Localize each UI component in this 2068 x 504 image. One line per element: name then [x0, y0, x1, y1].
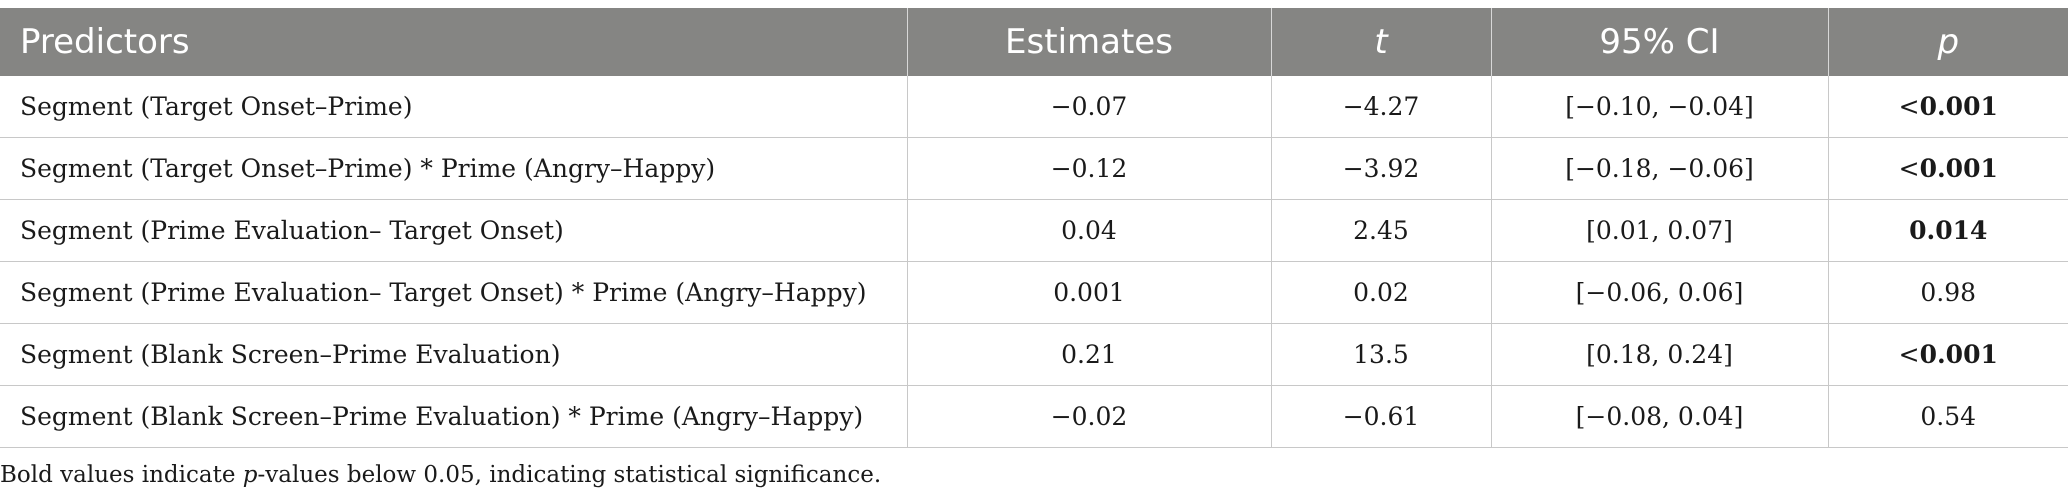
header-ci: 95% CI — [1491, 8, 1829, 76]
table-row: Segment (Prime Evaluation– Target Onset)… — [0, 199, 2068, 262]
t-cell: −3.92 — [1271, 137, 1492, 200]
t-cell: −4.27 — [1271, 76, 1492, 138]
ci-cell: [−0.18, −0.06] — [1491, 137, 1829, 200]
p-cell: <0.001 — [1828, 76, 2068, 138]
header-p: p — [1828, 8, 2068, 76]
p-cell: 0.54 — [1828, 385, 2068, 448]
t-cell: −0.61 — [1271, 385, 1492, 448]
header-t: t — [1271, 8, 1492, 76]
footnote-text-after: -values below 0.05, indicating statistic… — [257, 462, 882, 488]
p-value: 0.001 — [1919, 154, 1998, 183]
table-row: Segment (Blank Screen–Prime Evaluation) … — [0, 385, 2068, 448]
footnote-text-before: Bold values indicate — [0, 462, 243, 488]
results-table-container: Predictors Estimates t 95% CI p Segment … — [0, 8, 2068, 448]
estimate-cell: −0.02 — [907, 385, 1272, 448]
t-cell: 0.02 — [1271, 261, 1492, 324]
p-value: 0.014 — [1909, 216, 1988, 245]
p-cell: 0.98 — [1828, 261, 2068, 324]
ci-cell: [−0.08, 0.04] — [1491, 385, 1829, 448]
table-row: Segment (Target Onset–Prime) * Prime (An… — [0, 137, 2068, 200]
header-estimates: Estimates — [907, 8, 1272, 76]
p-value: 0.001 — [1919, 340, 1998, 369]
table-body: Segment (Target Onset–Prime) −0.07 −4.27… — [0, 76, 2068, 448]
footnote-italic-p: p — [242, 462, 258, 488]
table-row: Segment (Prime Evaluation– Target Onset)… — [0, 261, 2068, 324]
predictor-cell: Segment (Blank Screen–Prime Evaluation) … — [0, 385, 908, 448]
p-prefix: < — [1898, 340, 1920, 369]
predictor-cell: Segment (Prime Evaluation– Target Onset) — [0, 199, 908, 262]
estimate-cell: 0.001 — [907, 261, 1272, 324]
predictor-cell: Segment (Blank Screen–Prime Evaluation) — [0, 323, 908, 386]
p-value: 0.98 — [1920, 278, 1977, 307]
header-row: Predictors Estimates t 95% CI p — [0, 8, 2068, 76]
estimate-cell: 0.21 — [907, 323, 1272, 386]
p-prefix: < — [1898, 154, 1920, 183]
p-prefix: < — [1898, 92, 1920, 121]
table-header: Predictors Estimates t 95% CI p — [0, 8, 2068, 76]
ci-cell: [0.18, 0.24] — [1491, 323, 1829, 386]
p-cell: <0.001 — [1828, 137, 2068, 200]
t-cell: 13.5 — [1271, 323, 1492, 386]
p-value: 0.54 — [1920, 402, 1977, 431]
ci-cell: [−0.06, 0.06] — [1491, 261, 1829, 324]
p-cell: 0.014 — [1828, 199, 2068, 262]
estimate-cell: 0.04 — [907, 199, 1272, 262]
results-table: Predictors Estimates t 95% CI p Segment … — [0, 8, 2068, 448]
ci-cell: [−0.10, −0.04] — [1491, 76, 1829, 138]
predictor-cell: Segment (Target Onset–Prime) * Prime (An… — [0, 137, 908, 200]
p-cell: <0.001 — [1828, 323, 2068, 386]
estimate-cell: −0.07 — [907, 76, 1272, 138]
ci-cell: [0.01, 0.07] — [1491, 199, 1829, 262]
table-row: Segment (Blank Screen–Prime Evaluation) … — [0, 323, 2068, 386]
header-predictors: Predictors — [0, 8, 908, 76]
p-value: 0.001 — [1919, 92, 1998, 121]
predictor-cell: Segment (Prime Evaluation– Target Onset)… — [0, 261, 908, 324]
table-footnote: Bold values indicate p-values below 0.05… — [0, 462, 881, 488]
estimate-cell: −0.12 — [907, 137, 1272, 200]
t-cell: 2.45 — [1271, 199, 1492, 262]
predictor-cell: Segment (Target Onset–Prime) — [0, 76, 908, 138]
table-row: Segment (Target Onset–Prime) −0.07 −4.27… — [0, 76, 2068, 138]
